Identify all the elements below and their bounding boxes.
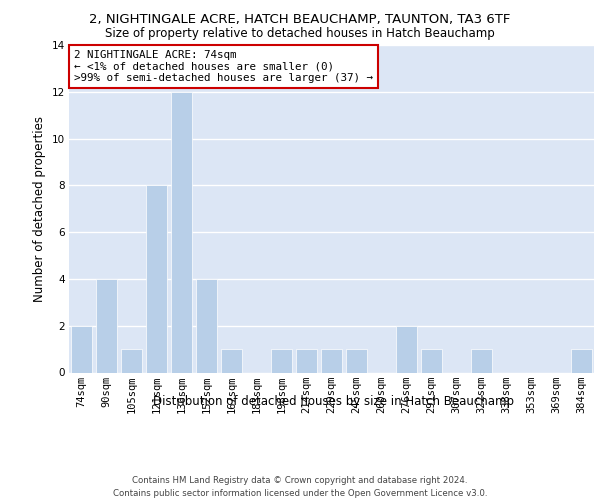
Bar (121, 349, 142, 372)
Bar (171, 92, 192, 372)
Bar (571, 349, 592, 372)
Text: Distribution of detached houses by size in Hatch Beauchamp: Distribution of detached houses by size … (152, 395, 514, 408)
Y-axis label: Number of detached properties: Number of detached properties (33, 116, 46, 302)
Bar (271, 349, 292, 372)
Text: 2 NIGHTINGALE ACRE: 74sqm
← <1% of detached houses are smaller (0)
>99% of semi-: 2 NIGHTINGALE ACRE: 74sqm ← <1% of detac… (74, 50, 373, 83)
Bar (471, 349, 492, 372)
Bar (396, 326, 417, 372)
Bar (71, 326, 92, 372)
Bar (146, 186, 167, 372)
Text: 2, NIGHTINGALE ACRE, HATCH BEAUCHAMP, TAUNTON, TA3 6TF: 2, NIGHTINGALE ACRE, HATCH BEAUCHAMP, TA… (89, 12, 511, 26)
Bar (321, 349, 342, 372)
Text: Contains HM Land Registry data © Crown copyright and database right 2024.
Contai: Contains HM Land Registry data © Crown c… (113, 476, 487, 498)
Bar (346, 349, 367, 372)
Bar (196, 279, 217, 372)
Bar (296, 349, 317, 372)
Bar (221, 349, 242, 372)
Bar (421, 349, 442, 372)
Text: Size of property relative to detached houses in Hatch Beauchamp: Size of property relative to detached ho… (105, 28, 495, 40)
Bar (96, 279, 117, 372)
